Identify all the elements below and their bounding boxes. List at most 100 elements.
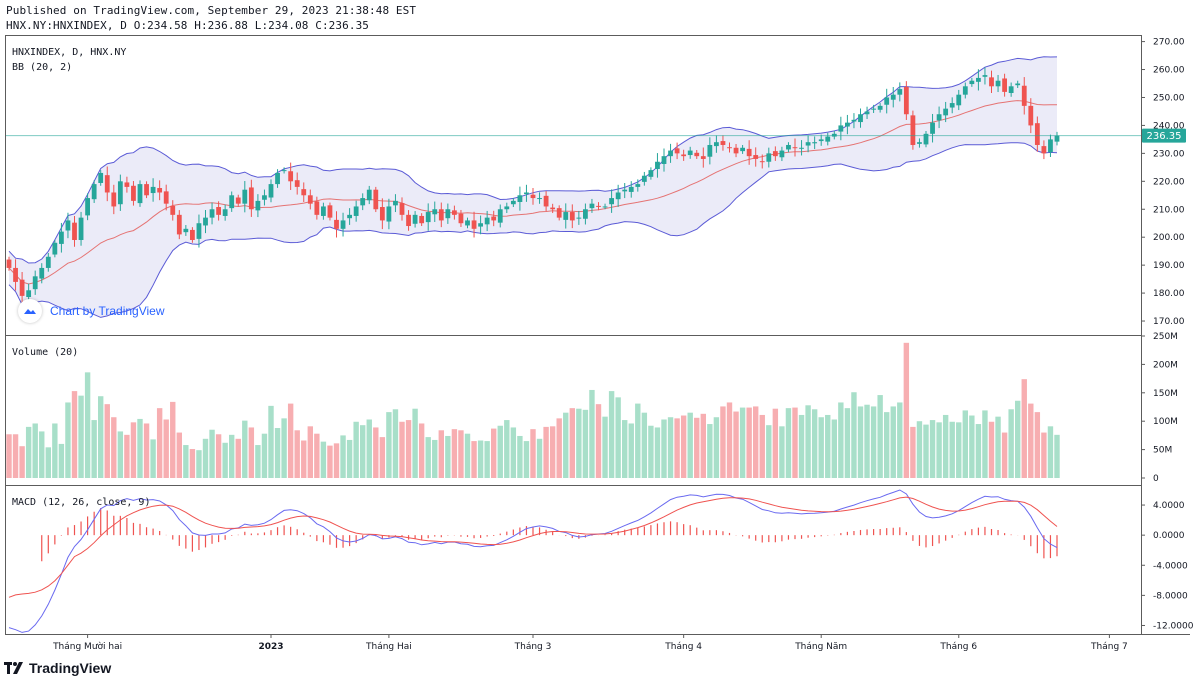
volume-bar — [962, 410, 968, 478]
candle-body — [65, 220, 71, 231]
candle-body — [275, 172, 280, 185]
volume-bar — [654, 427, 661, 478]
candle-body — [779, 150, 785, 158]
volume-bar — [491, 428, 497, 478]
volume-bar — [811, 409, 818, 478]
candle-body — [622, 189, 628, 192]
volume-bar — [1028, 403, 1034, 478]
volume-bar — [831, 419, 837, 478]
candle-body — [399, 203, 405, 215]
macd-tick-label: -8.0000 — [1153, 591, 1188, 601]
volume-bar — [739, 407, 746, 478]
volume-bar — [1041, 432, 1047, 478]
candle-body — [19, 279, 25, 296]
volume-bar — [635, 403, 641, 478]
volume-bar — [274, 428, 281, 478]
volume-tick-label: 50M — [1153, 446, 1172, 456]
volume-bar — [438, 430, 444, 478]
volume-bar — [425, 437, 431, 478]
volume-bar — [52, 423, 58, 478]
volume-bar — [975, 424, 982, 478]
volume-bar — [857, 406, 864, 478]
candle-body — [759, 161, 765, 163]
candle-body — [812, 142, 818, 144]
volume-bar — [680, 415, 687, 478]
volume-bar — [386, 412, 392, 478]
tradingview-cloud-icon — [18, 299, 42, 323]
candle-body — [6, 259, 12, 268]
candle-body — [923, 133, 929, 145]
volume-bar — [39, 431, 45, 478]
candle-body — [321, 206, 326, 216]
volume-bar — [373, 427, 379, 478]
candle-body — [406, 214, 411, 227]
candle-body — [845, 122, 850, 127]
volume-bar — [432, 439, 438, 478]
volume-bar — [772, 408, 779, 478]
price-tick-label: 180.00 — [1153, 289, 1185, 299]
candle-body — [288, 171, 294, 182]
candle-body — [26, 290, 32, 297]
volume-bar — [608, 391, 615, 478]
volume-bar — [327, 445, 333, 478]
candle-body — [615, 192, 621, 200]
volume-bar — [713, 417, 720, 478]
price-tick-label: 170.00 — [1153, 317, 1185, 327]
volume-bar — [1034, 412, 1041, 478]
volume-bar — [988, 421, 995, 478]
candle-body — [209, 209, 215, 218]
candle-body — [661, 156, 667, 164]
volume-bar — [733, 411, 739, 478]
price-tick-label: 200.00 — [1153, 233, 1185, 243]
volume-bar — [720, 406, 726, 478]
volume-bar — [825, 414, 831, 478]
candle-body — [268, 184, 274, 198]
symbol-legend: HNXINDEX, D, HNX.NY — [12, 47, 126, 58]
candle-body — [569, 212, 575, 221]
candle-body — [393, 200, 398, 206]
candle-body — [1048, 139, 1053, 153]
volume-bar — [137, 418, 143, 478]
volume-bar — [287, 403, 294, 478]
candle-body — [1008, 86, 1014, 94]
candle-body — [104, 175, 110, 193]
volume-bar — [982, 410, 988, 478]
last-price-label: 236.35 — [1147, 131, 1182, 142]
volume-bar — [104, 404, 110, 478]
volume-bar — [569, 408, 575, 478]
volume-bar — [536, 438, 543, 478]
volume-bar — [229, 434, 235, 478]
price-tick-label: 250.00 — [1153, 93, 1185, 103]
volume-bar — [641, 412, 648, 478]
volume-bar — [65, 402, 71, 478]
volume-legend: Volume (20) — [12, 347, 78, 358]
candle-body — [786, 144, 791, 150]
candle-body — [497, 209, 503, 223]
volume-bar — [897, 402, 903, 478]
tradingview-watermark[interactable]: Chart by TradingView — [18, 299, 165, 323]
volume-bar — [196, 450, 202, 478]
volume-tick-label: 150M — [1153, 389, 1178, 399]
candle-body — [235, 197, 241, 204]
candle-body — [183, 228, 189, 233]
volume-bar — [864, 404, 870, 478]
volume-bar — [870, 406, 877, 478]
candle-body — [700, 156, 706, 159]
candle-body — [281, 170, 287, 172]
volume-bar — [143, 423, 150, 478]
volume-bar — [969, 415, 975, 478]
volume-bar — [150, 439, 156, 478]
candle-body — [216, 207, 221, 215]
candle-body — [530, 194, 536, 199]
candle-body — [956, 94, 962, 106]
candle-body — [930, 122, 935, 134]
candle-body — [655, 161, 660, 170]
volume-bar — [707, 424, 713, 478]
footer-brand[interactable]: TradingView — [4, 660, 111, 676]
volume-bar — [346, 439, 353, 478]
candle-body — [13, 267, 18, 282]
volume-bar — [556, 418, 562, 478]
candle-body — [124, 182, 130, 187]
candle-body — [91, 184, 97, 200]
